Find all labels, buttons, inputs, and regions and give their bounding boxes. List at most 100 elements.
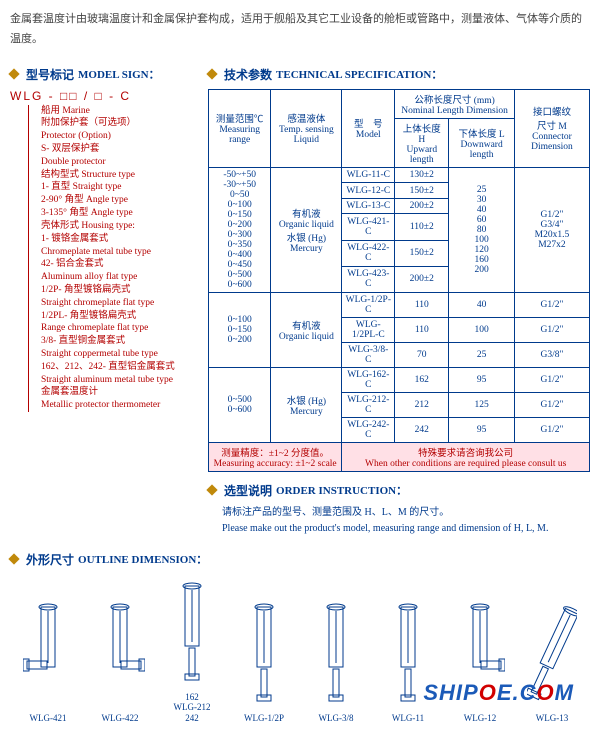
th-down-cn: 下体长度 L: [459, 130, 505, 140]
wm-b: O: [479, 680, 497, 705]
diamond-icon: [206, 68, 217, 79]
spec-cell: 110: [395, 292, 449, 317]
spec-cell: -50~+50-30~+500~500~1000~1500~2000~3000~…: [209, 167, 271, 292]
model-tree-line: Double protector: [35, 156, 200, 169]
th-nom-cn: 公称长度尺寸 (mm): [414, 96, 494, 106]
model-tree-line: 1- 直型 Straight type: [35, 181, 200, 194]
spec-header-en: TECHNICAL SPECIFICATION：: [276, 66, 442, 82]
outline-label: WLG-421: [14, 713, 82, 724]
diamond-icon: [206, 484, 217, 495]
spec-cell: 25: [449, 342, 515, 367]
model-tree-line: Range chromeplate flat type: [35, 322, 200, 335]
outline-label: WLG-1/2P: [230, 713, 298, 724]
spec-cell: WLG-12-C: [342, 183, 395, 199]
spec-cell: WLG-423-C: [342, 266, 395, 292]
outline-label: WLG-12: [446, 713, 514, 724]
model-tree-line: S- 双层保护套: [35, 143, 200, 156]
th-conn-sub: 尺寸 M: [537, 122, 567, 132]
order-cn: 请标注产品的型号、测量范围及 H、L、M 的尺寸。: [222, 505, 590, 521]
model-tree: 船用 Marine附加保护套（可选项）Protector (Option)S- …: [10, 105, 200, 413]
spec-cell: G1/2": [514, 292, 589, 317]
spec-cell: 特殊要求请咨询我公司When other conditions are requ…: [342, 442, 590, 471]
spec-cell: 70: [395, 342, 449, 367]
spec-cell: 有机液Organic liquid水银 (Hg)Mercury: [271, 167, 342, 292]
diamond-icon: [8, 553, 19, 564]
spec-cell: G1/2"G3/4"M20x1.5M27x2: [514, 167, 589, 292]
model-tree-line: Chromeplate metal tube type: [35, 246, 200, 259]
order-text: 请标注产品的型号、测量范围及 H、L、M 的尺寸。 Please make ou…: [222, 505, 590, 537]
top-columns: 型号标记 MODEL SIGN： WLG - □□ / □ - C 船用 Mar…: [10, 62, 590, 537]
spec-cell: 水银 (Hg)Mercury: [271, 367, 342, 442]
outline-label: WLG-422: [86, 713, 154, 724]
spec-cell: G3/8": [514, 342, 589, 367]
model-tree-line: 结构型式 Structure type: [35, 169, 200, 182]
outline-label: WLG-13: [518, 713, 586, 724]
spec-cell: 150±2: [395, 240, 449, 266]
model-tree-line: 金属套温度计: [35, 386, 200, 399]
th-nom-en: Nominal Length Dimension: [401, 106, 508, 116]
model-tree-line: 2-90° 角型 Angle type: [35, 194, 200, 207]
th-liquid-cn: 感温液体: [287, 115, 325, 125]
spec-row: 测量精度：±1~2 分度值。Measuring accuracy: ±1~2 s…: [209, 442, 590, 471]
spec-cell: WLG-11-C: [342, 167, 395, 183]
th-range-cn: 测量范围℃: [216, 115, 264, 125]
th-range-en: Measuring range: [219, 125, 260, 145]
model-tree-line: Straight coppermetal tube type: [35, 348, 200, 361]
model-tree-line: 3/8- 直型铜金属套式: [35, 335, 200, 348]
th-conn-en: Connector Dimension: [531, 132, 573, 152]
model-sign-header: 型号标记 MODEL SIGN：: [10, 66, 200, 83]
spec-column: 技术参数 TECHNICAL SPECIFICATION： 测量范围℃Measu…: [208, 62, 590, 537]
wm-a: SHIP: [423, 680, 478, 705]
th-model-cn: 型 号: [354, 120, 383, 130]
order-header-cn: 选型说明: [224, 482, 272, 499]
spec-cell: WLG-422-C: [342, 240, 395, 266]
spec-cell: G1/2": [514, 317, 589, 342]
spec-cell: 2530406080100120160200: [449, 167, 515, 292]
outline-header: 外形尺寸 OUTLINE DIMENSION：: [10, 551, 590, 568]
model-tree-line: Aluminum alloy flat type: [35, 271, 200, 284]
spec-cell: WLG-1/2P-C: [342, 292, 395, 317]
spec-cell: WLG-212-C: [342, 392, 395, 417]
spec-cell: 242: [395, 417, 449, 442]
spec-cell: WLG-3/8-C: [342, 342, 395, 367]
th-model-en: Model: [356, 130, 381, 140]
model-header-en: MODEL SIGN：: [78, 66, 160, 82]
th-conn-cn: 接口螺纹: [533, 108, 571, 118]
th-up-en: Upward length: [406, 145, 437, 165]
wm-d: .C: [513, 680, 537, 705]
spec-cell: 测量精度：±1~2 分度值。Measuring accuracy: ±1~2 s…: [209, 442, 342, 471]
spec-table: 测量范围℃Measuring range 感温液体Temp. sensing L…: [208, 89, 590, 472]
outline-header-cn: 外形尺寸: [26, 551, 74, 568]
spec-cell: 200±2: [395, 198, 449, 214]
spec-cell: 0~5000~600: [209, 367, 271, 442]
outline-item: WLG-422: [86, 599, 154, 724]
spec-cell: 95: [449, 417, 515, 442]
order-en: Please make out the product's model, mea…: [222, 521, 590, 537]
model-sign-column: 型号标记 MODEL SIGN： WLG - □□ / □ - C 船用 Mar…: [10, 62, 200, 414]
spec-row: -50~+50-30~+500~500~1000~1500~2000~3000~…: [209, 167, 590, 183]
model-tree-line: 壳体形式 Housing type:: [35, 220, 200, 233]
spec-cell: 125: [449, 392, 515, 417]
wm-c: E: [497, 680, 513, 705]
spec-header: 技术参数 TECHNICAL SPECIFICATION：: [208, 66, 590, 83]
model-tree-line: 1- 镀铬金属套式: [35, 233, 200, 246]
spec-row: 0~5000~600水银 (Hg)MercuryWLG-162-C16295G1…: [209, 367, 590, 392]
diamond-icon: [8, 68, 19, 79]
spec-cell: 有机液Organic liquid: [271, 292, 342, 367]
model-tree-line: 3-135° 角型 Angle type: [35, 207, 200, 220]
outline-label: 162WLG-212242: [158, 692, 226, 724]
outline-item: WLG-3/8: [302, 599, 370, 724]
spec-cell: 200±2: [395, 266, 449, 292]
order-header: 选型说明 ORDER INSTRUCTION：: [208, 482, 590, 499]
spec-cell: G1/2": [514, 392, 589, 417]
spec-cell: 110±2: [395, 214, 449, 240]
th-liquid-en: Temp. sensing Liquid: [279, 125, 334, 145]
model-code: WLG - □□ / □ - C: [10, 89, 200, 103]
outline-item: 162WLG-212242: [158, 578, 226, 724]
outline-label: WLG-11: [374, 713, 442, 724]
outline-item: WLG-421: [14, 599, 82, 724]
outline-item: WLG-1/2P: [230, 599, 298, 724]
model-tree-line: 42- 铝合金套式: [35, 258, 200, 271]
spec-cell: 95: [449, 367, 515, 392]
watermark: SHIPOE.COM: [423, 680, 574, 706]
